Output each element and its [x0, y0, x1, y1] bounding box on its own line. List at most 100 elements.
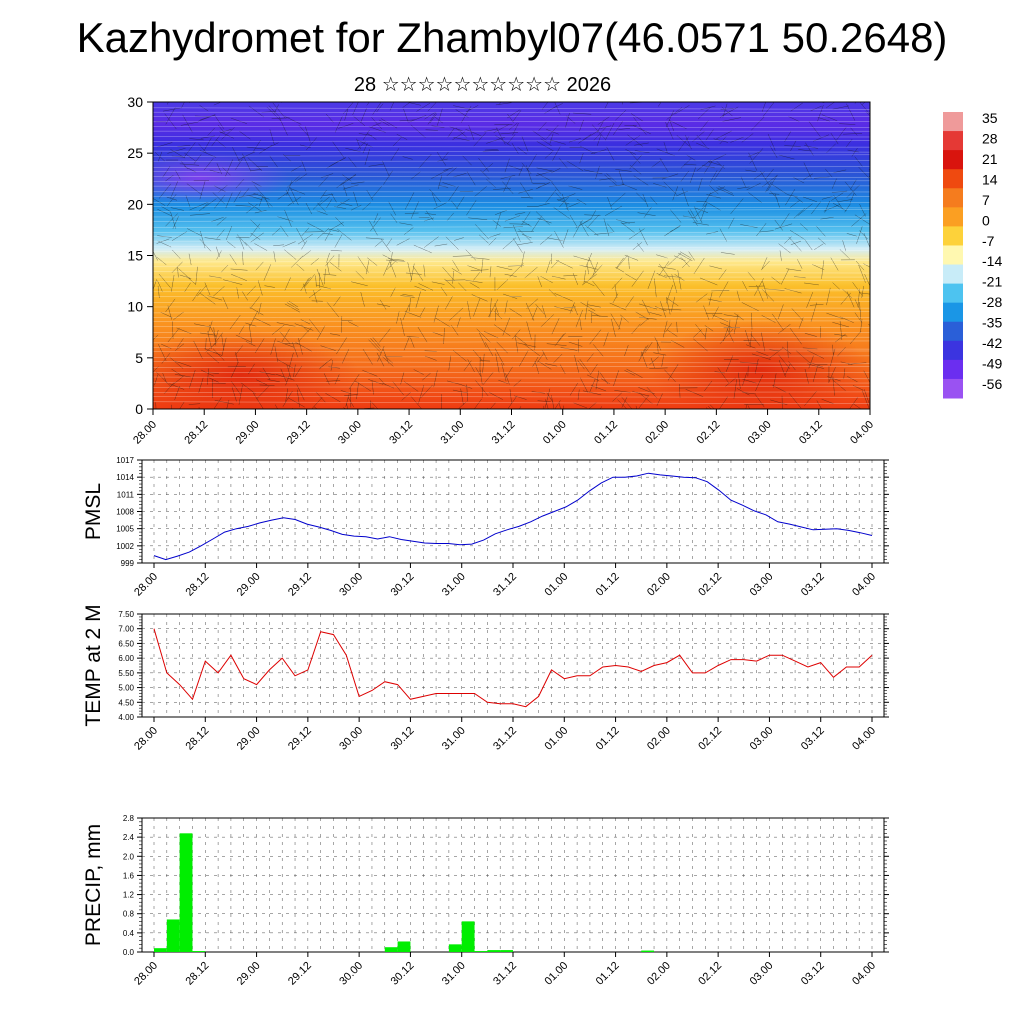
- x-tick-label: 02.12: [695, 419, 723, 447]
- x-tick-label: 28.12: [183, 960, 211, 988]
- x-tick-label: 03.12: [799, 571, 827, 599]
- precip-bar: [461, 921, 475, 952]
- precip-bar: [384, 947, 398, 952]
- colorbar-swatch: [943, 131, 963, 151]
- colorbar-label: 7: [982, 192, 990, 208]
- x-tick-label: 30.12: [389, 960, 417, 988]
- x-tick-label: 04.00: [850, 571, 878, 599]
- chart-subtitle: 28 ☆☆☆☆☆☆☆☆☆☆ 2026: [353, 74, 612, 96]
- x-tick-label: 03.00: [748, 960, 776, 988]
- colorbar-swatch: [943, 283, 963, 304]
- x-tick-label: 28.12: [183, 571, 211, 599]
- x-tick-label: 31.00: [438, 419, 466, 447]
- precip-bar: [397, 941, 411, 952]
- colorbar-swatch: [943, 340, 963, 361]
- x-tick-label: 04.00: [850, 960, 878, 988]
- x-tick-label: 29.00: [234, 419, 262, 447]
- precip-bar: [448, 944, 462, 952]
- colorbar-label: -49: [982, 355, 1002, 371]
- y-tick-label: 999: [121, 559, 135, 568]
- x-tick-label: 28.00: [132, 725, 160, 753]
- y-tick-label: 2.4: [123, 833, 135, 842]
- y-tick-label: 5: [135, 350, 143, 366]
- x-tick-label: 30.00: [337, 725, 365, 753]
- x-tick-label: 29.00: [235, 571, 263, 599]
- x-tick-label: 01.00: [541, 419, 569, 447]
- x-tick-label: 03.12: [799, 960, 827, 988]
- colorbar-swatch: [943, 245, 963, 266]
- colorbar-swatch: [943, 321, 963, 342]
- y-axis-label: PRECIP, mm: [82, 824, 105, 946]
- y-tick-label: 4.50: [118, 698, 134, 707]
- x-tick-label: 03.12: [797, 419, 825, 447]
- y-tick-label: 0: [135, 401, 143, 417]
- y-tick-label: 25: [127, 145, 143, 161]
- x-tick-label: 28.12: [182, 419, 210, 447]
- y-tick-label: 4.00: [118, 713, 134, 722]
- x-tick-label: 29.00: [235, 725, 263, 753]
- y-tick-label: 20: [127, 196, 143, 212]
- y-tick-label: 1002: [116, 542, 134, 551]
- x-tick-label: 02.00: [645, 960, 673, 988]
- x-tick-label: 31.00: [440, 571, 468, 599]
- x-tick-label: 30.12: [389, 725, 417, 753]
- colorbar-label: -28: [982, 294, 1002, 310]
- cross-section-plot: 0 5 10 15 20 25 30 28.00 28.12 29.00 29.12 30.00 30.…: [127, 94, 876, 447]
- x-tick-label: 04.00: [850, 725, 878, 753]
- precip-bar: [166, 919, 180, 952]
- x-tick-label: 04.00: [848, 419, 876, 447]
- x-tick-label: 31.00: [440, 960, 468, 988]
- x-tick-label: 03.12: [799, 725, 827, 753]
- colorbar-swatch: [943, 112, 963, 132]
- colorbar-label: -7: [982, 233, 995, 249]
- colorbar-swatch: [943, 264, 963, 285]
- x-tick-label: 02.00: [645, 725, 673, 753]
- x-tick-label: 02.00: [643, 419, 671, 447]
- colorbar-label: -42: [982, 335, 1002, 351]
- precip-bar: [487, 950, 501, 952]
- colorbar-label: -56: [982, 376, 1002, 392]
- x-tick-label: 30.12: [389, 571, 417, 599]
- y-tick-label: 1011: [117, 490, 135, 499]
- x-tick-label: 02.00: [645, 571, 673, 599]
- colorbar-label: 14: [982, 172, 998, 188]
- y-tick-label: 0.0: [123, 948, 135, 957]
- temp-panel: 4.00 4.50 5.00 5.50 6.00 6.50 7.00 7.50 28.00 28.…: [82, 604, 889, 753]
- precip-bar: [179, 833, 193, 952]
- x-tick-label: 29.12: [285, 419, 313, 447]
- x-tick-label: 29.00: [235, 960, 263, 988]
- x-tick-label: 31.12: [491, 725, 519, 753]
- precip-bar: [500, 950, 513, 952]
- colorbar-label: 28: [982, 131, 998, 147]
- x-tick-label: 01.12: [594, 571, 622, 599]
- y-axis-label: TEMP at 2 M: [82, 604, 105, 726]
- y-tick-label: 0.8: [123, 910, 135, 919]
- x-tick-label: 28.12: [183, 725, 211, 753]
- y-tick-label: 1.6: [123, 871, 135, 880]
- minor-ticks: [139, 459, 887, 564]
- x-tick-label: 01.00: [542, 960, 570, 988]
- precip-bar: [641, 950, 655, 952]
- y-axis-label: PMSL: [82, 483, 105, 540]
- y-tick-label: 1017: [116, 456, 134, 465]
- y-tick-label: 0.4: [123, 929, 135, 938]
- y-tick-label: 15: [127, 248, 143, 264]
- x-tick-label: 02.12: [696, 725, 724, 753]
- x-tick-label: 29.12: [286, 571, 314, 599]
- x-tick-label: 01.12: [594, 960, 622, 988]
- colorbar-label: -14: [982, 253, 1002, 269]
- x-tick-label: 01.12: [594, 725, 622, 753]
- chart-title: Kazhydromet for Zhambyl07(46.0571 50.264…: [76, 14, 948, 61]
- y-tick-label: 2.0: [123, 852, 135, 861]
- streamlines: [153, 107, 870, 405]
- y-tick-label: 1008: [116, 508, 134, 517]
- colorbar-label: 21: [982, 151, 998, 167]
- y-tick-label: 2.8: [123, 814, 135, 823]
- grid: [142, 613, 884, 718]
- colorbar-swatch: [943, 226, 963, 246]
- x-tick-label: 03.00: [748, 725, 776, 753]
- colorbar-label: -21: [982, 274, 1002, 290]
- panel-frame: [141, 613, 885, 718]
- precip-panel: 0.0 0.4 0.8 1.2 1.6 2.0 2.4 2.8 28.00 28.12 29.00 2…: [82, 814, 889, 988]
